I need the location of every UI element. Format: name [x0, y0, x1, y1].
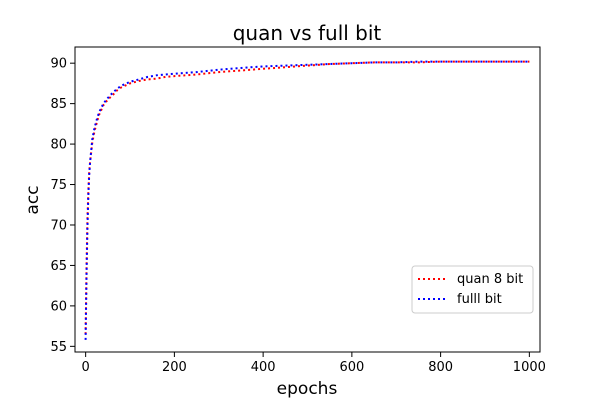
x-axis-label: epochs — [277, 379, 338, 399]
y-tick-label: 55 — [50, 340, 67, 355]
y-tick-label: 90 — [50, 57, 67, 72]
y-tick-label: 60 — [50, 299, 67, 314]
x-tick-label: 400 — [251, 360, 276, 375]
y-axis: 55 60 65 70 75 80 85 90 — [50, 57, 75, 355]
legend-label-full-bit: fulll bit — [457, 292, 502, 307]
x-tick-label: 200 — [162, 360, 187, 375]
x-axis: 0 200 400 600 800 1000 — [82, 352, 546, 375]
y-tick-label: 75 — [50, 178, 67, 193]
chart-title: quan vs full bit — [233, 21, 382, 45]
y-tick-label: 80 — [50, 138, 67, 153]
plot-frame — [74, 46, 541, 353]
x-tick-label: 800 — [428, 360, 453, 375]
x-tick-label: 0 — [82, 360, 90, 375]
series-line-quan-8-bit — [84, 60, 530, 335]
series-line-full-bit — [84, 60, 530, 340]
y-tick-label: 65 — [50, 259, 67, 274]
legend-frame — [411, 265, 534, 314]
y-tick-label: 70 — [50, 218, 67, 233]
series-layer — [84, 60, 530, 340]
y-axis-label: acc — [23, 185, 43, 214]
legend: quan 8 bit fulll bit — [411, 265, 534, 314]
x-tick-label: 1000 — [513, 360, 546, 375]
y-tick-label: 85 — [50, 97, 67, 112]
x-tick-label: 600 — [339, 360, 364, 375]
legend-label-quan-8-bit: quan 8 bit — [457, 272, 523, 287]
